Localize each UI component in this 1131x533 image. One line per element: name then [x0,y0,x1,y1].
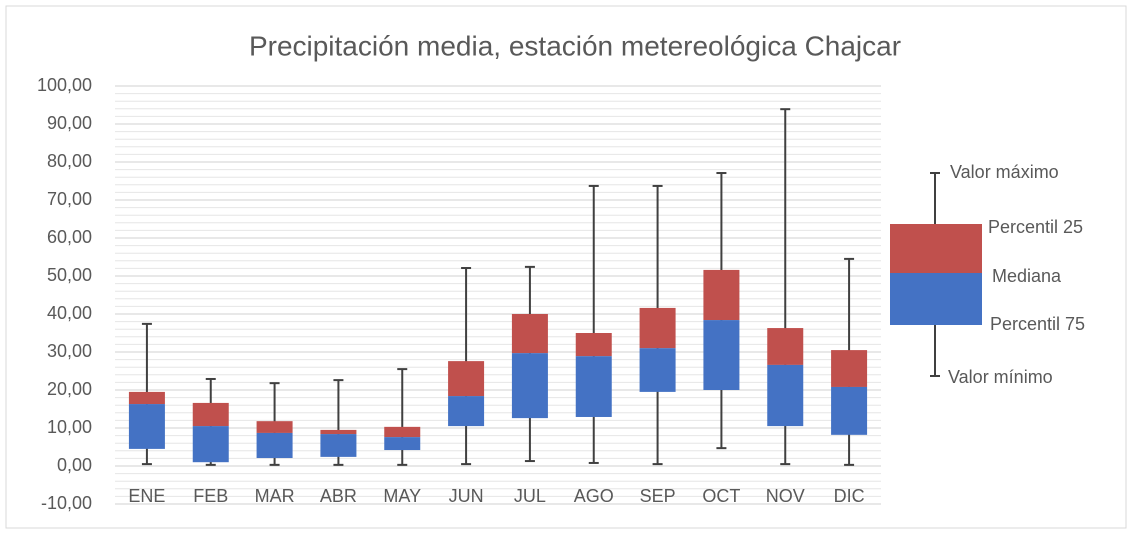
legend-label: Mediana [992,266,1062,286]
legend-upper [890,224,982,273]
x-tick-label: FEB [193,486,228,506]
x-tick-label: OCT [702,486,740,506]
box-upper [192,402,229,427]
box-upper [448,361,485,397]
box-lower [767,364,804,427]
x-tick-label: ABR [320,486,357,506]
box-lower [192,426,229,463]
box-lower [639,348,676,392]
box-lower [703,320,740,390]
y-tick-label: 50,00 [47,265,92,285]
box-lower [831,386,868,435]
x-tick-label: JUL [514,486,546,506]
legend-label: Valor máximo [950,162,1059,182]
chart-title: Precipitación media, estación metereológ… [249,30,901,61]
y-tick-label: 70,00 [47,189,92,209]
legend-lower [890,273,982,325]
y-tick-label: 80,00 [47,151,92,171]
legend-label: Valor mínimo [948,367,1053,387]
y-tick-label: 20,00 [47,379,92,399]
box-lower [320,434,357,457]
x-tick-label: MAY [383,486,421,506]
y-tick-label: -10,00 [41,493,92,513]
box-lower [256,432,293,459]
x-tick-label: AGO [574,486,614,506]
x-tick-label: DIC [834,486,865,506]
box-upper [767,328,804,365]
box-upper [128,391,165,405]
x-tick-label: MAR [255,486,295,506]
x-tick-label: ENE [128,486,165,506]
legend-label: Percentil 25 [988,217,1083,237]
box-lower [128,404,165,449]
box-upper [511,314,548,354]
box-upper [831,350,868,387]
x-tick-label: JUN [449,486,484,506]
y-tick-label: 30,00 [47,341,92,361]
box-upper [256,421,293,433]
box-upper [575,333,612,357]
box-lower [511,353,548,419]
box-upper [639,307,676,349]
y-tick-label: 60,00 [47,227,92,247]
x-tick-label: SEP [640,486,676,506]
box-upper [703,269,740,321]
x-tick-label: NOV [766,486,805,506]
y-tick-label: 100,00 [37,75,92,95]
legend-label: Percentil 75 [990,314,1085,334]
box-lower [384,437,421,451]
y-tick-label: 90,00 [47,113,92,133]
y-tick-label: 10,00 [47,417,92,437]
y-tick-label: 40,00 [47,303,92,323]
y-tick-label: 0,00 [57,455,92,475]
box-upper [384,426,421,438]
box-lower [448,396,485,427]
box-upper [320,429,357,435]
box-lower [575,356,612,417]
